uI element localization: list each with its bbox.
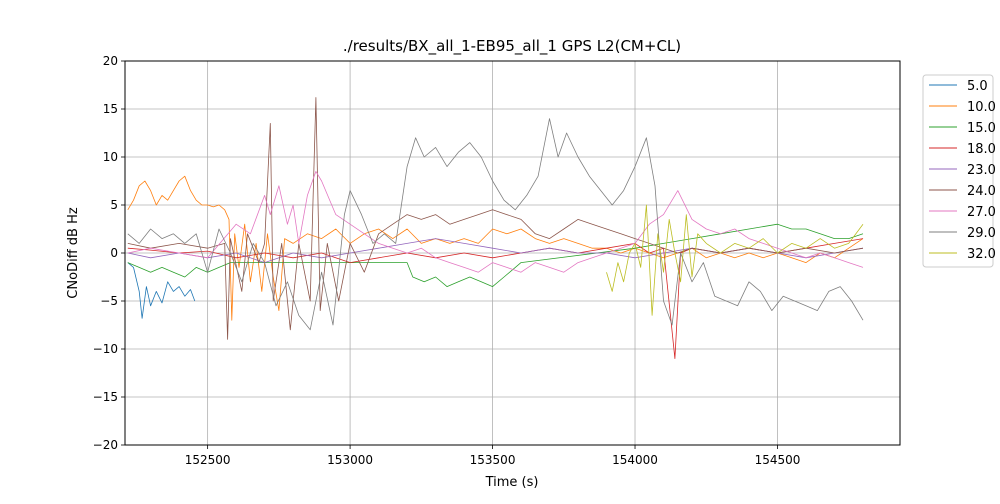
y-tick-label: 20 <box>103 54 118 68</box>
x-axis-label: Time (s) <box>485 475 539 490</box>
y-tick-label: 5 <box>110 198 118 212</box>
y-tick-label: 10 <box>103 150 118 164</box>
legend-box <box>922 74 994 268</box>
legend-label: 29.0 <box>967 226 996 241</box>
x-tick-label: 153500 <box>470 453 516 467</box>
y-tick-label: 0 <box>110 246 118 260</box>
series-lines <box>127 97 864 359</box>
series-line-32-0 <box>606 204 864 316</box>
legend-label: 27.0 <box>967 205 996 220</box>
series-line-5-0 <box>127 262 196 319</box>
legend-label: 18.0 <box>967 142 996 157</box>
series-line-15-0 <box>127 223 864 287</box>
x-tick-label: 154000 <box>612 453 658 467</box>
y-tick-label: −15 <box>93 390 118 404</box>
legend-label: 10.0 <box>967 100 996 115</box>
legend-label: 32.0 <box>967 247 996 262</box>
x-tick-label: 154500 <box>755 453 801 467</box>
y-axis-label: CNoDiff dB Hz <box>66 207 81 299</box>
y-tick-label: −5 <box>100 294 118 308</box>
x-tick-label: 152500 <box>185 453 231 467</box>
axis-ticks: 152500 153000 153500 154000 154500 −20 −15 −10 −… <box>93 54 801 467</box>
series-line-29-0 <box>127 118 864 331</box>
series-line-24-0 <box>127 97 864 340</box>
legend-label: 23.0 <box>967 163 996 178</box>
legend-label: 5.0 <box>967 79 988 94</box>
legend-label: 15.0 <box>967 121 996 136</box>
legend-label: 24.0 <box>967 184 996 199</box>
y-tick-label: 15 <box>103 102 118 116</box>
series-line-27-0 <box>127 171 864 273</box>
legend: 5.0 10.0 15.0 18.0 23.0 24.0 27.0 29.0 32.0 <box>922 74 996 268</box>
chart-title: ./results/BX_all_1-EB95_all_1 GPS L2(CM+… <box>343 37 681 56</box>
y-tick-label: −20 <box>93 438 118 452</box>
y-tick-label: −10 <box>93 342 118 356</box>
x-tick-label: 153000 <box>327 453 373 467</box>
